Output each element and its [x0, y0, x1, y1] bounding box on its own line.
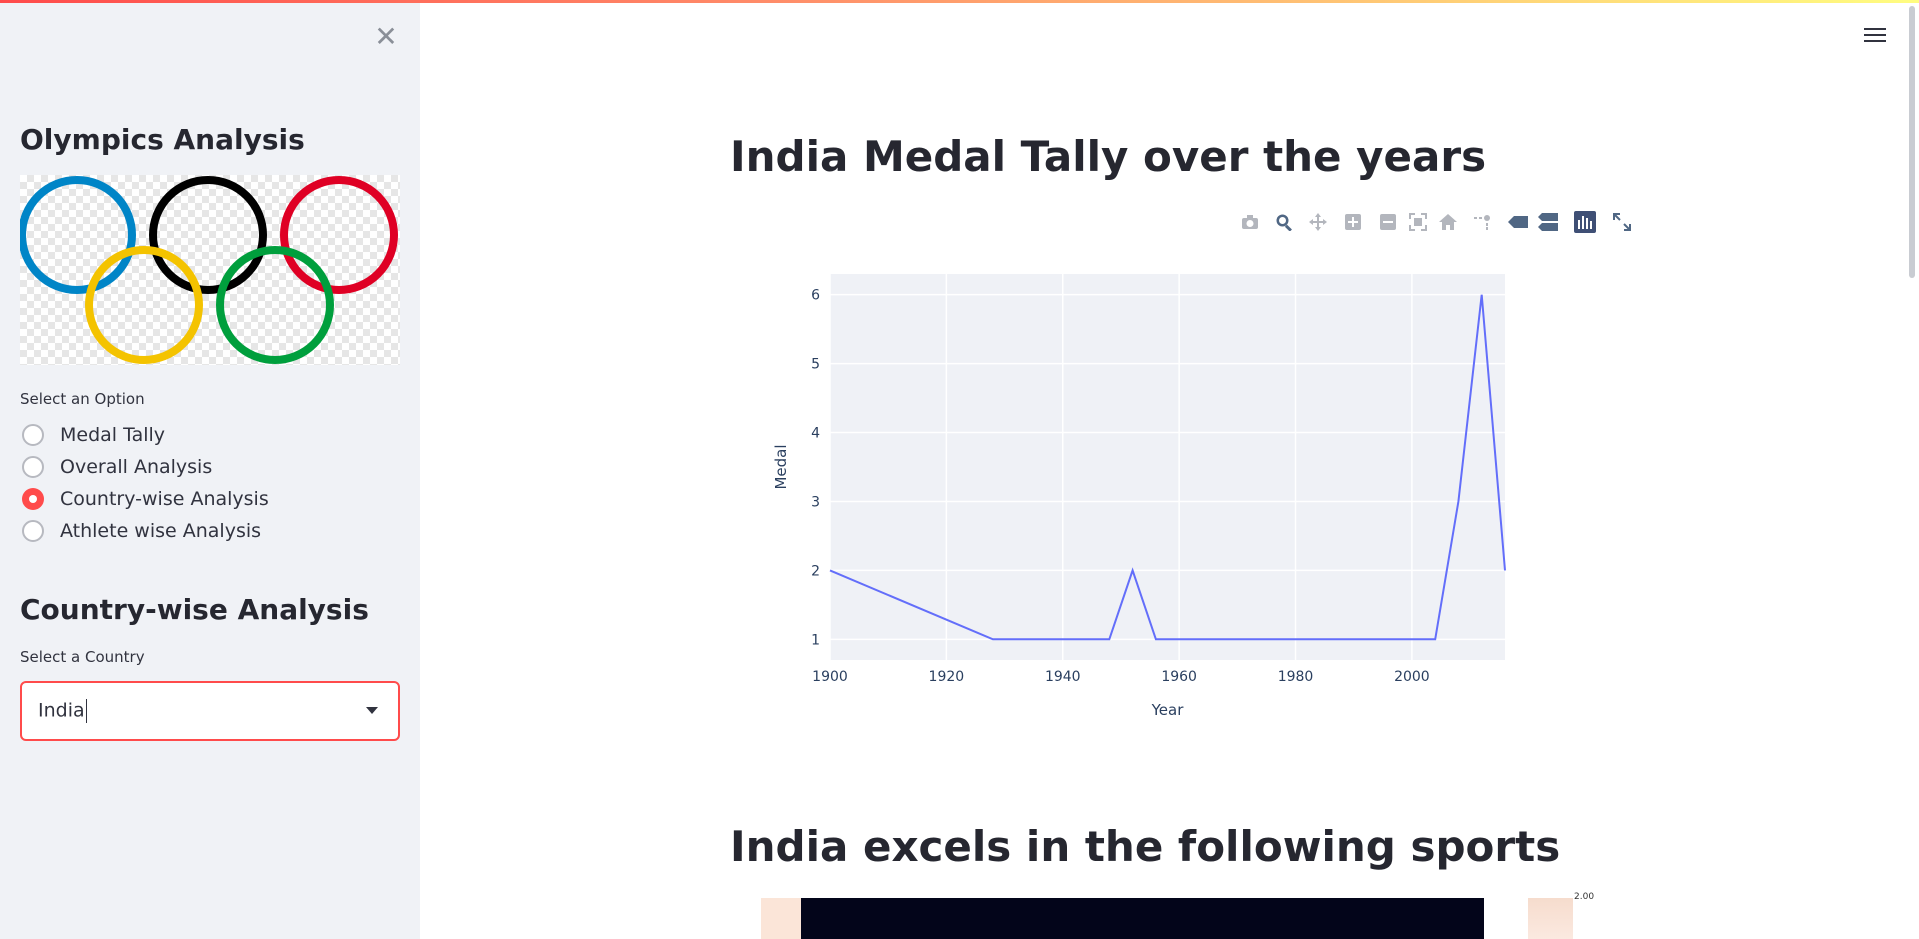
zoom-icon[interactable]	[1265, 208, 1303, 236]
heatmap-cells	[801, 898, 1484, 939]
hover-closest-icon[interactable]	[1503, 208, 1533, 236]
text-caret	[85, 699, 87, 723]
olympic-rings-image	[18, 175, 400, 365]
x-axis-label: Year	[1151, 701, 1185, 719]
pan-icon[interactable]	[1303, 208, 1333, 236]
sports-heading: India excels in the following sports	[730, 822, 1561, 871]
country-value-text: India	[38, 699, 85, 722]
radio-circle-selected[interactable]	[22, 488, 44, 510]
radio-medal-tally[interactable]: Medal Tally	[22, 422, 165, 448]
heatmap-cell	[761, 898, 801, 939]
option-label: Select an Option	[20, 390, 145, 408]
reset-axes-icon[interactable]	[1433, 208, 1463, 236]
radio-athlete-wise-analysis[interactable]: Athlete wise Analysis	[22, 518, 261, 544]
radio-label: Country-wise Analysis	[60, 488, 269, 510]
x-tick-label: 1920	[929, 669, 965, 685]
y-tick-label: 2	[811, 563, 820, 579]
hover-compare-icon[interactable]	[1533, 208, 1563, 236]
page-title: India Medal Tally over the years	[730, 132, 1487, 181]
sidebar: ✕ Olympics Analysis Select an Option Med…	[0, 3, 420, 939]
colorbar-tick-label: 2.00	[1574, 892, 1595, 902]
radio-label: Medal Tally	[60, 424, 166, 446]
y-tick-label: 1	[811, 632, 820, 648]
x-tick-label: 1900	[812, 669, 848, 685]
country-select-value[interactable]: India	[38, 699, 87, 723]
hamburger-menu-icon[interactable]	[1864, 24, 1886, 46]
close-sidebar-icon[interactable]: ✕	[374, 20, 398, 53]
plotly-modebar	[1235, 208, 1637, 236]
radio-label: Overall Analysis	[60, 456, 213, 478]
radio-overall-analysis[interactable]: Overall Analysis	[22, 454, 212, 480]
series-line	[829, 294, 1506, 641]
x-tick-label: 1960	[1161, 669, 1197, 685]
y-tick-label: 3	[811, 494, 820, 510]
radio-country-wise-analysis[interactable]: Country-wise Analysis	[22, 486, 269, 512]
fullscreen-icon[interactable]	[1607, 208, 1637, 236]
medal-tally-line-chart: 1900 1920 1940 1960 1980 2000 1 2 3 4 5 6 Year Meda…	[772, 274, 1506, 719]
top-decoration-bar	[0, 0, 1919, 3]
camera-icon[interactable]	[1235, 208, 1265, 236]
olympic-rings-icon	[18, 176, 398, 364]
x-tick-label: 1980	[1278, 669, 1314, 685]
autoscale-icon[interactable]	[1403, 208, 1433, 236]
heatmap-colorbar	[1528, 898, 1573, 939]
radio-label: Athlete wise Analysis	[60, 520, 262, 542]
radio-circle[interactable]	[22, 424, 44, 446]
plot-area	[830, 274, 1505, 660]
country-select[interactable]: India	[20, 681, 400, 741]
section-title: Country-wise Analysis	[20, 593, 369, 626]
y-tick-label: 4	[811, 426, 820, 442]
plotly-logo-icon[interactable]	[1563, 208, 1607, 236]
y-tick-label: 5	[811, 357, 820, 373]
x-tick-label: 2000	[1394, 669, 1430, 685]
sidebar-title: Olympics Analysis	[20, 123, 305, 156]
country-label: Select a Country	[20, 648, 145, 666]
zoom-in-icon[interactable]	[1333, 208, 1373, 236]
radio-circle[interactable]	[22, 520, 44, 542]
chevron-down-icon[interactable]	[366, 707, 378, 714]
zoom-out-icon[interactable]	[1373, 208, 1403, 236]
x-tick-label: 1940	[1045, 669, 1081, 685]
y-axis-label: Medal	[772, 444, 790, 489]
radio-circle[interactable]	[22, 456, 44, 478]
page-scrollbar[interactable]	[1909, 6, 1915, 278]
y-tick-label: 6	[811, 288, 820, 304]
spike-lines-icon[interactable]	[1463, 208, 1503, 236]
